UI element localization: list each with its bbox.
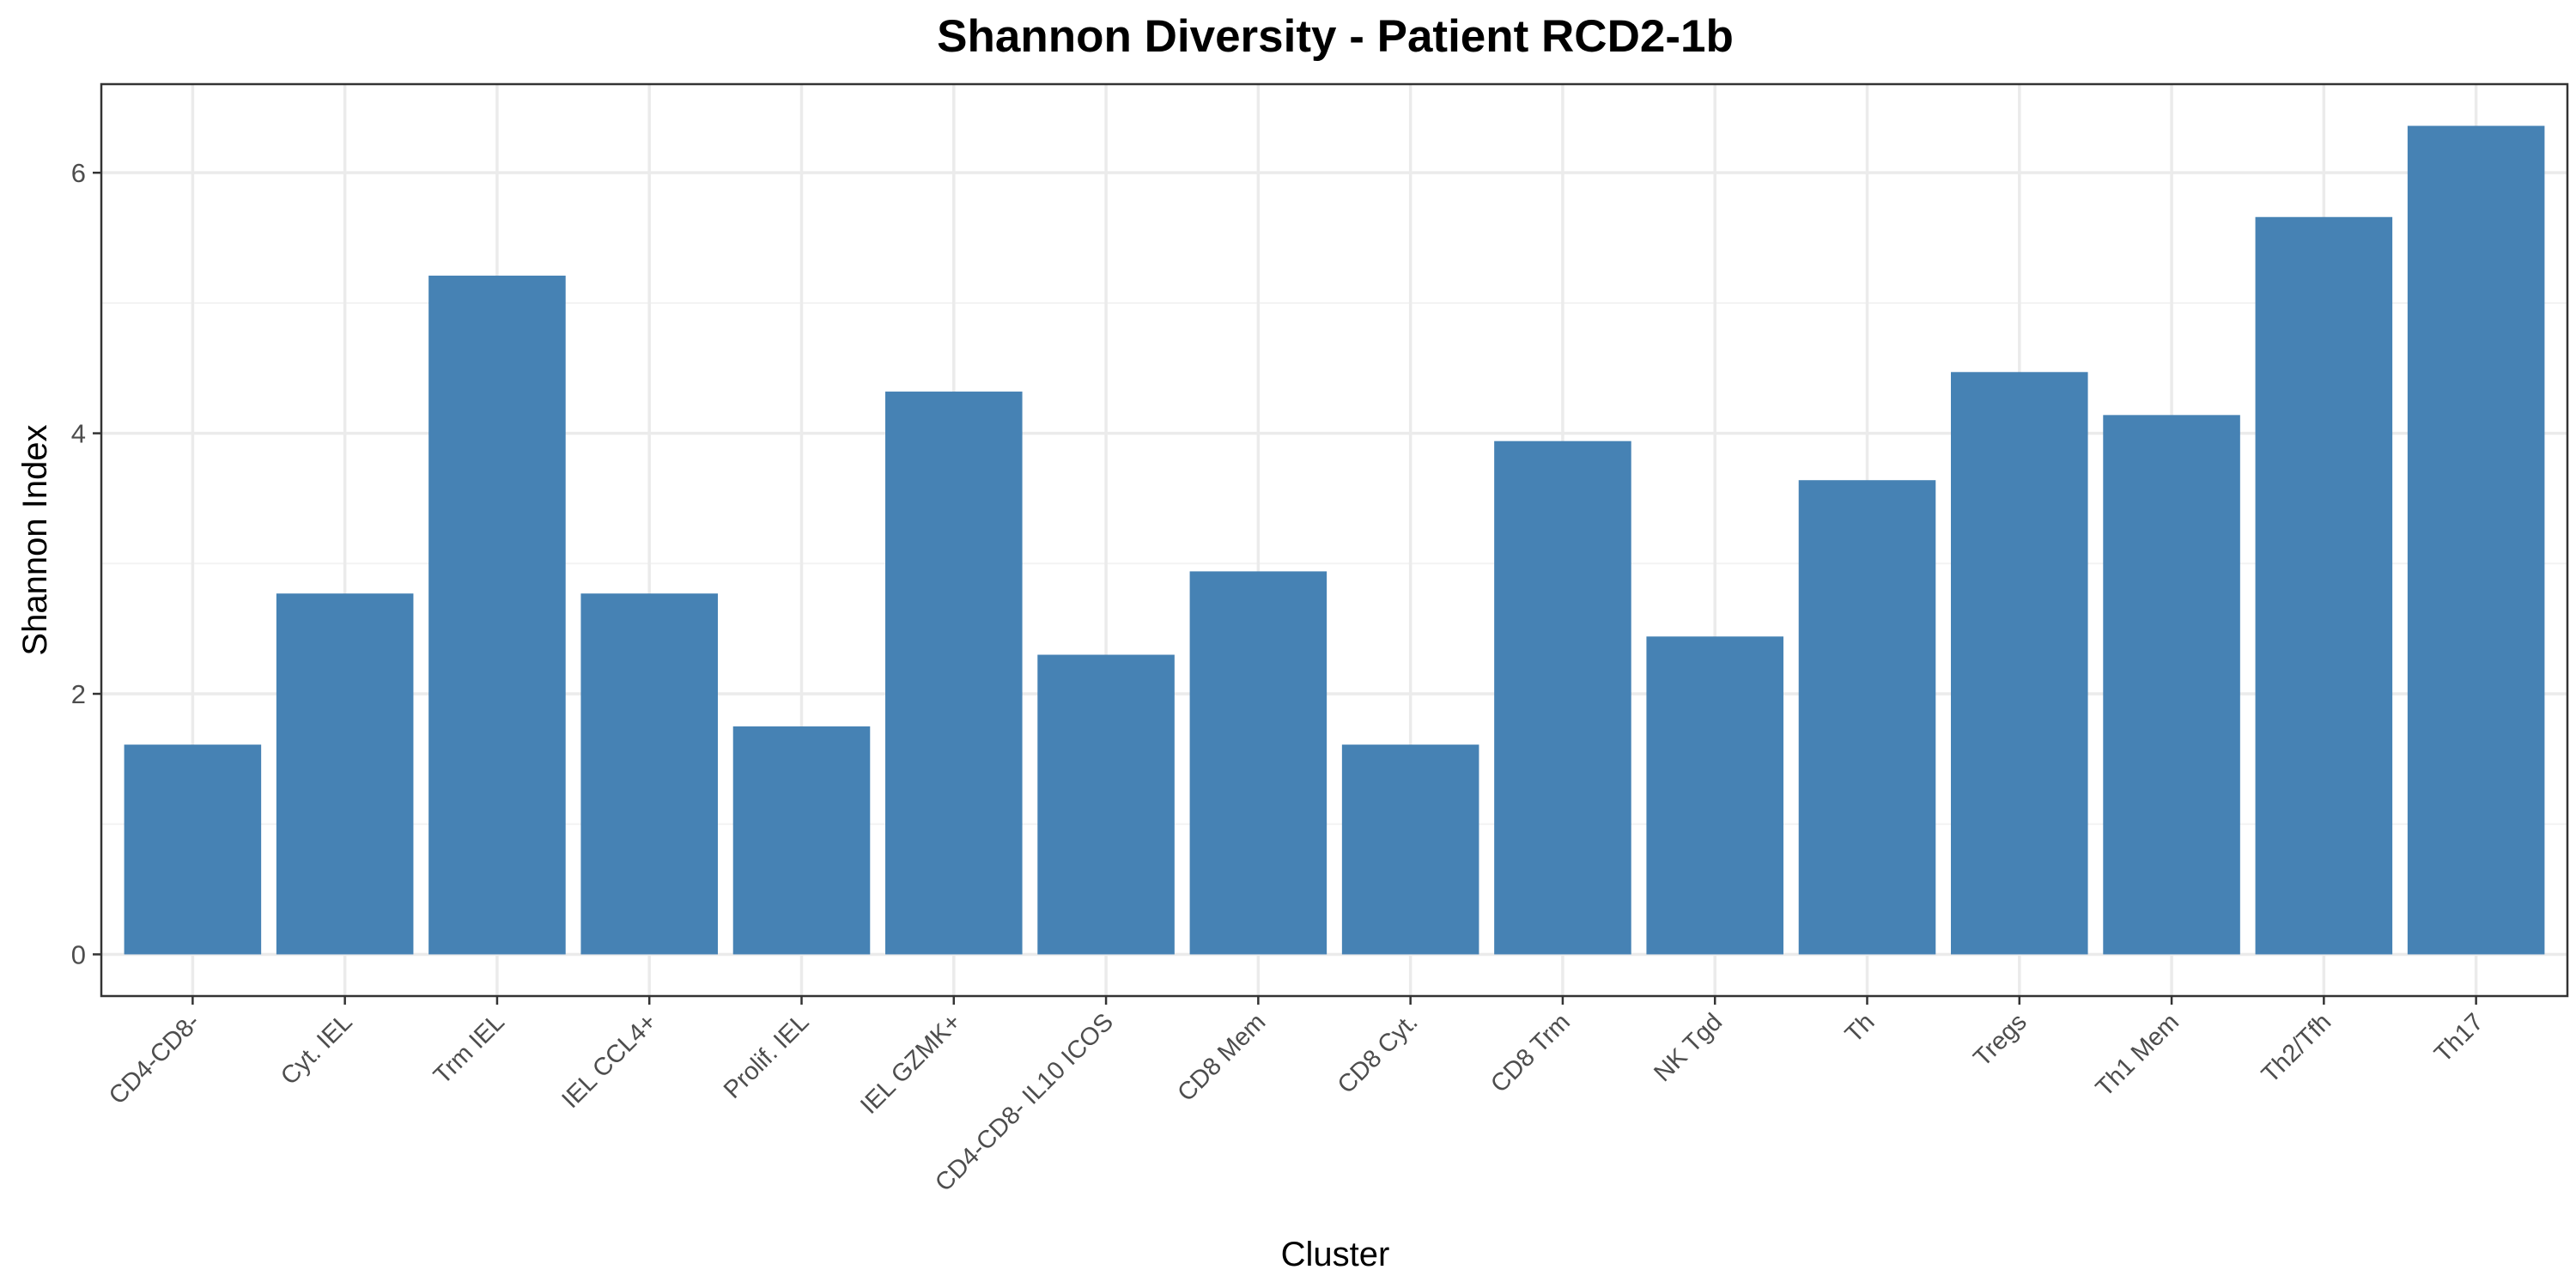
bar [1798,480,1936,955]
bar [428,276,566,955]
x-tick-label: CD8 Mem [1172,1008,1271,1107]
bar [2407,125,2545,955]
bar [1037,654,1175,955]
x-tick-label: CD8 Cyt. [1333,1008,1424,1099]
x-tick-label: Th1 Mem [2091,1008,2184,1102]
y-tick-label: 4 [71,419,86,449]
y-tick-label: 2 [71,679,86,709]
x-tick-label: CD4-CD8- IL10 ICOS [930,1008,1119,1197]
bar [1189,571,1327,955]
bar [580,593,718,955]
x-tick-label: Th2/Tfh [2257,1008,2336,1088]
x-tick-label: IEL GZMK+ [855,1008,967,1120]
bar [2255,216,2393,955]
bar [1646,636,1783,955]
panel-border [100,82,2569,998]
x-tick-label: Th17 [2429,1008,2488,1067]
y-axis: 0 2 4 6 [71,158,101,969]
bar [1494,440,1631,955]
chart-title: Shannon Diversity - Patient RCD2-1b [937,11,1734,62]
y-tick-label: 6 [71,158,86,188]
bar [1341,744,1479,955]
bar [1951,372,2088,955]
x-tick-label: CD8 Trm [1485,1008,1576,1098]
x-tick-label: IEL CCL4+ [556,1008,662,1114]
x-tick-label: Prolif. IEL [719,1008,815,1104]
x-axis: CD4-CD8- Cyt. IEL Trm IEL IEL CCL4+ Prolif. … [104,996,2489,1197]
bars [124,125,2545,955]
bar [732,726,871,955]
x-tick-label: CD4-CD8- [104,1008,205,1109]
x-tick-label: NK Tgd [1649,1008,1728,1087]
bar [276,593,414,955]
x-tick-label: Cyt. IEL [276,1008,358,1091]
x-tick-label: Tregs [1968,1008,2032,1072]
bar [124,744,262,955]
x-tick-label: Trm IEL [428,1008,510,1090]
x-axis-title: Cluster [1281,1236,1390,1273]
bar [885,392,1023,955]
bar [2103,415,2240,955]
y-tick-label: 0 [71,939,86,969]
y-axis-title: Shannon Index [16,424,54,655]
x-tick-label: Th [1840,1008,1880,1048]
